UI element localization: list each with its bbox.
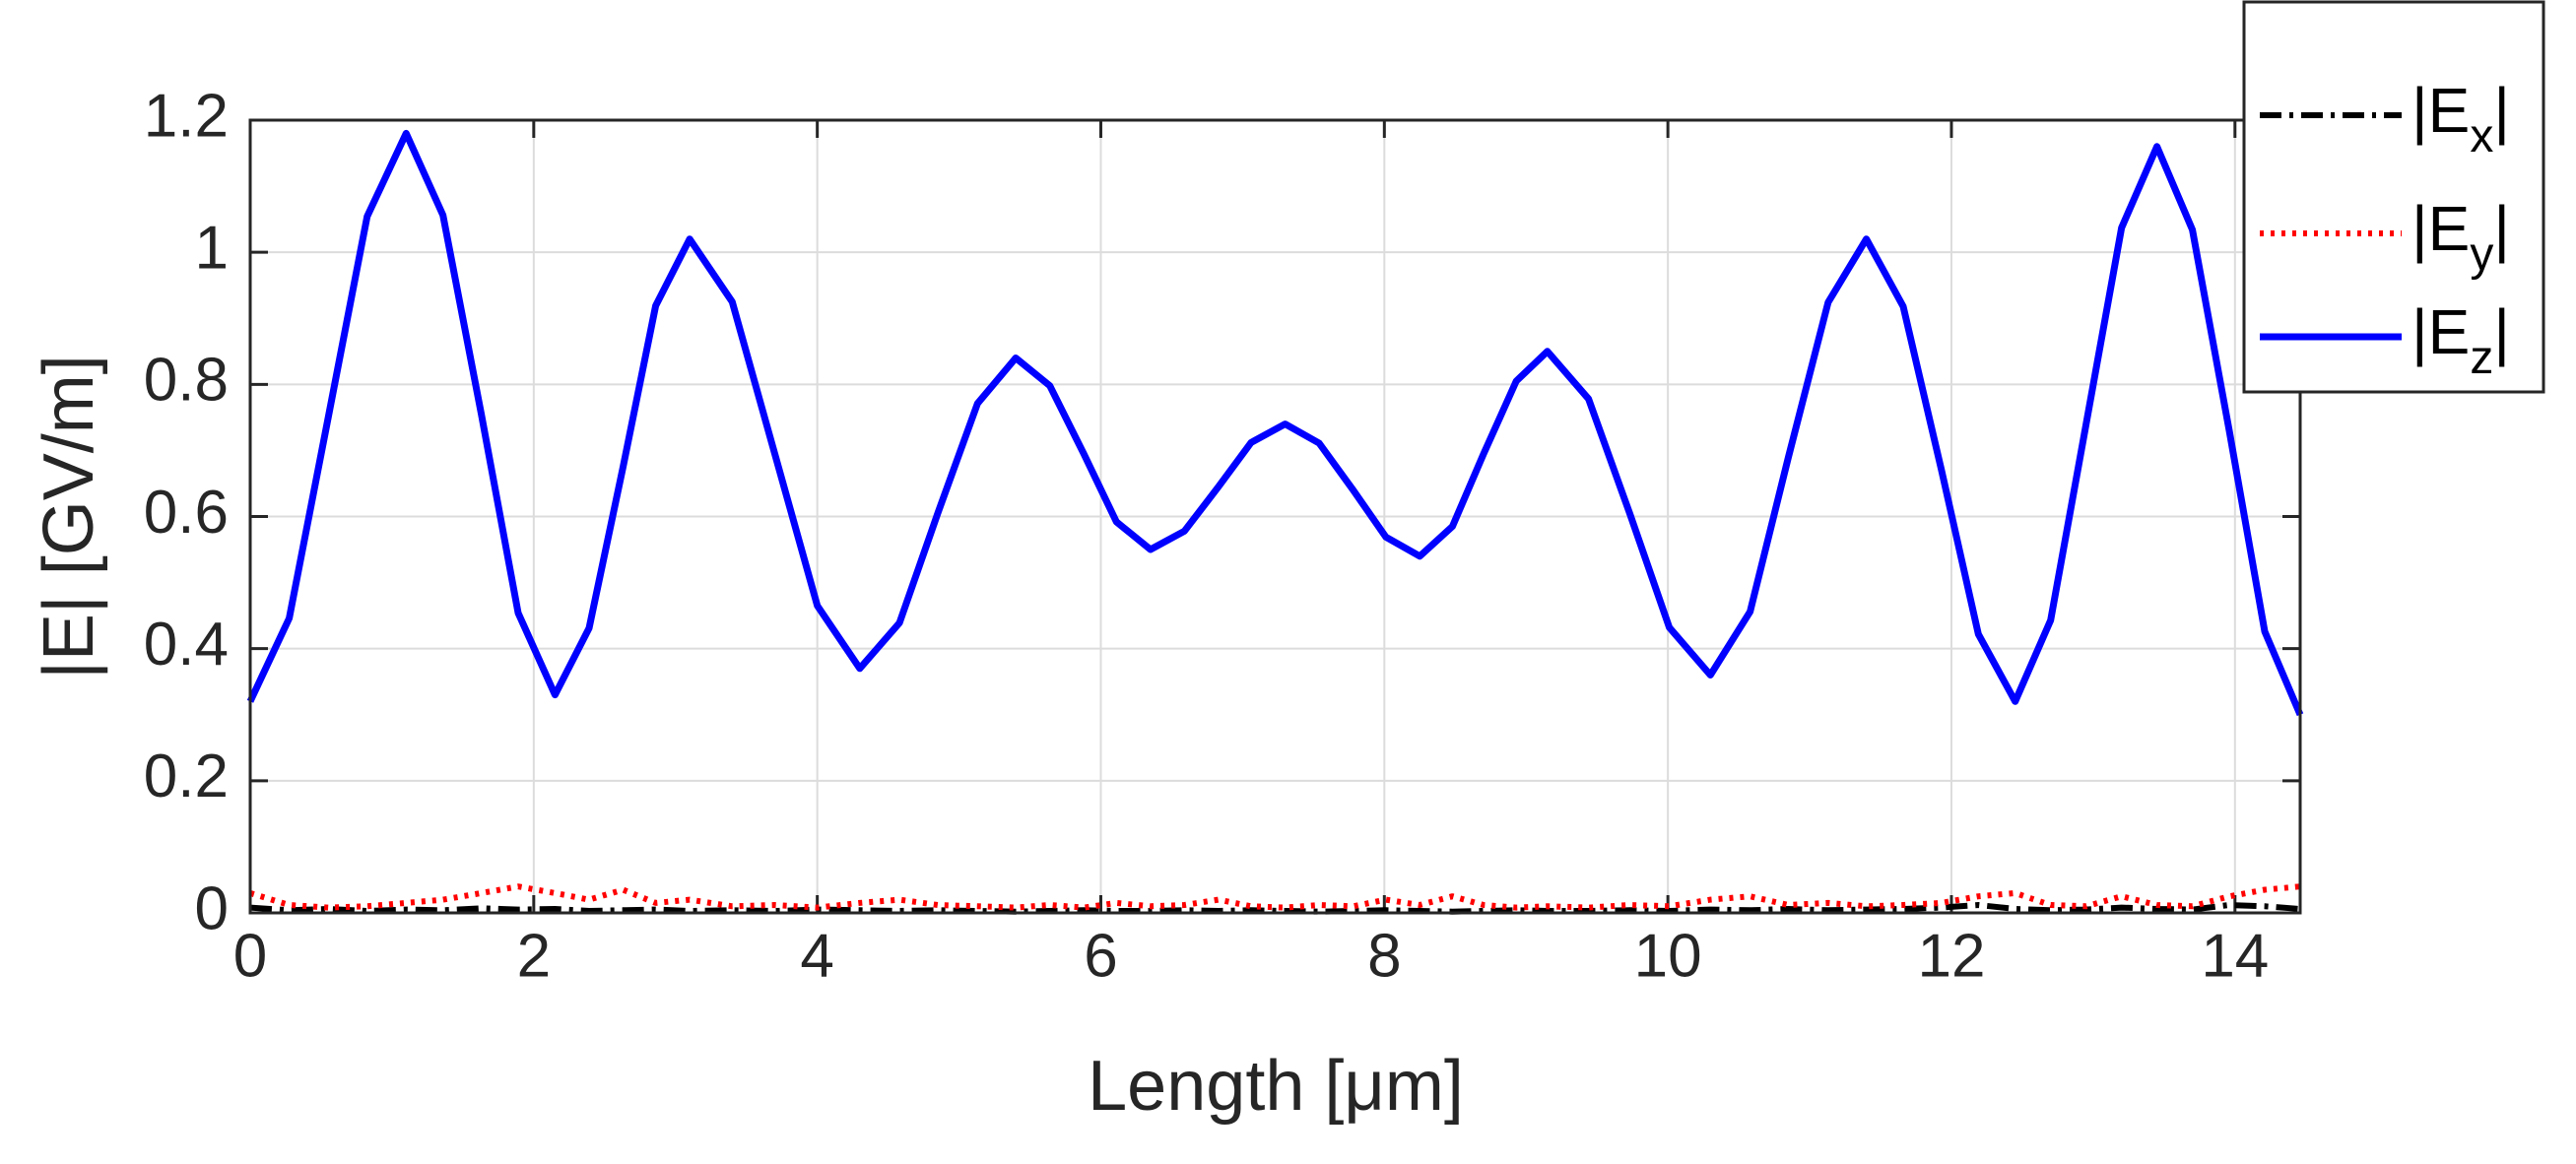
- y-tick-label: 0.6: [144, 479, 229, 547]
- x-tick-label: 8: [1367, 922, 1401, 990]
- x-tick-label: 14: [2201, 922, 2269, 990]
- data-line: [249, 883, 2301, 911]
- legend-label: |Ez|: [2411, 296, 2510, 384]
- y-tick-label: 0.2: [144, 743, 229, 810]
- x-tick-label: 10: [1634, 922, 1702, 990]
- legend-box: [2242, 0, 2545, 394]
- x-axis-label: Length [μm]: [1088, 1047, 1464, 1126]
- x-tick-label: 6: [1084, 922, 1117, 990]
- y-tick-label: 0.8: [144, 347, 229, 415]
- y-tick-label: 0.4: [144, 611, 229, 679]
- y-tick-label: 1: [195, 215, 229, 283]
- y-tick-label: 1.2: [144, 82, 229, 150]
- data-line: [246, 129, 2304, 717]
- legend-label: |Ey|: [2411, 193, 2510, 281]
- y-tick-label: 0: [195, 874, 229, 942]
- x-tick-label: 4: [800, 922, 833, 990]
- data-line: [249, 902, 2301, 915]
- y-axis-label: |E| [GV/m]: [30, 355, 108, 679]
- legend-label: |Ex|: [2411, 75, 2510, 162]
- x-tick-label: 0: [233, 922, 267, 990]
- axes-box: [248, 118, 2302, 915]
- x-tick-label: 2: [517, 922, 551, 990]
- x-tick-label: 12: [1917, 922, 1985, 990]
